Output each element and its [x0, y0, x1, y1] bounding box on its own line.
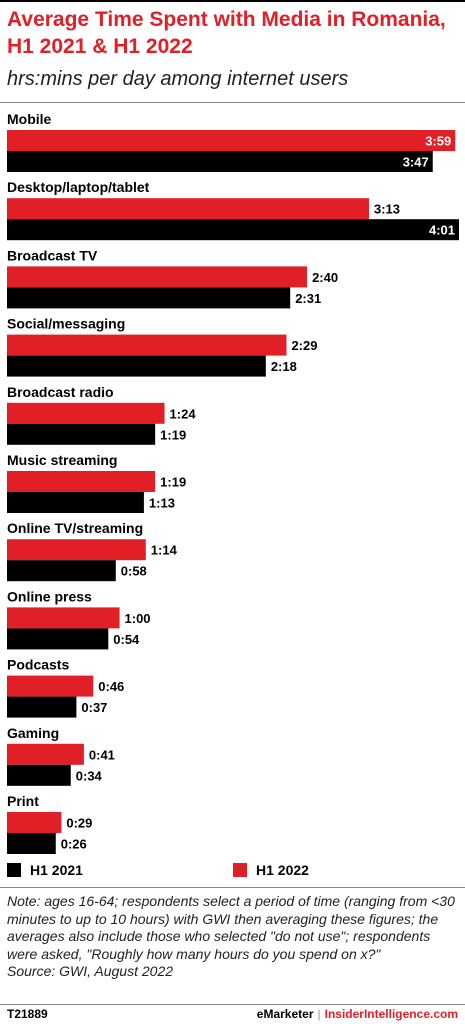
- value-label-h1-2021-print: 0:26: [61, 837, 87, 852]
- value-label-h1-2022-online-press: 1:00: [125, 611, 151, 626]
- bar-h1-2022-desktop-laptop-tablet: [7, 198, 369, 220]
- category-label-mobile: Mobile: [7, 111, 52, 127]
- bar-h1-2021-social-messaging: [7, 355, 266, 377]
- note-divider: [0, 887, 465, 888]
- footer-divider: [0, 1004, 465, 1005]
- value-label-h1-2022-gaming: 0:41: [89, 747, 115, 762]
- category-label-desktop-laptop-tablet: Desktop/laptop/tablet: [7, 179, 150, 195]
- brand-separator: |: [317, 1007, 321, 1021]
- category-label-online-press: Online press: [7, 588, 92, 604]
- bar-h1-2022-music-streaming: [7, 471, 156, 492]
- bar-h1-2021-print: [7, 833, 56, 854]
- value-label-h1-2022-podcasts: 0:46: [98, 679, 124, 694]
- bar-h1-2021-mobile: [7, 151, 433, 172]
- source-text: Source: GWI, August 2022: [7, 963, 174, 979]
- value-label-h1-2022-mobile: 3:59: [425, 134, 451, 149]
- value-label-h1-2021-broadcast-tv: 2:31: [295, 291, 321, 306]
- bar-h1-2021-podcasts: [7, 696, 77, 718]
- value-label-h1-2022-music-streaming: 1:19: [160, 475, 186, 490]
- category-label-print: Print: [7, 793, 39, 809]
- value-label-h1-2021-desktop-laptop-tablet: 4:01: [429, 223, 455, 238]
- legend-item-h1-2022: H1 2022: [233, 862, 309, 878]
- value-label-h1-2021-online-press: 0:54: [113, 632, 140, 647]
- bar-h1-2021-music-streaming: [7, 492, 144, 513]
- bar-h1-2022-online-press: [7, 607, 120, 629]
- category-label-music-streaming: Music streaming: [7, 452, 117, 468]
- bar-h1-2021-online-tv-streaming: [7, 560, 116, 582]
- bar-h1-2021-broadcast-tv: [7, 287, 291, 309]
- bar-h1-2022-podcasts: [7, 675, 94, 697]
- value-label-h1-2021-online-tv-streaming: 0:58: [121, 564, 147, 579]
- bar-h1-2022-mobile: [7, 130, 456, 151]
- bar-h1-2021-online-press: [7, 628, 109, 650]
- category-label-broadcast-radio: Broadcast radio: [7, 384, 114, 400]
- bar-h1-2022-online-tv-streaming: [7, 539, 146, 561]
- bar-h1-2022-print: [7, 812, 62, 833]
- legend-label-h1-2022: H1 2022: [256, 862, 309, 878]
- note-text: Note: ages 16-64; respondents select a p…: [7, 893, 455, 962]
- chart-subtitle: hrs:mins per day among internet users: [7, 68, 349, 90]
- chart-id: T21889: [7, 1007, 48, 1021]
- legend-item-h1-2021: H1 2021: [7, 862, 83, 878]
- top-rule: [0, 0, 465, 2]
- category-label-gaming: Gaming: [7, 725, 59, 741]
- chart-note: Note: ages 16-64; respondents select a p…: [7, 893, 457, 981]
- bar-h1-2022-broadcast-tv: [7, 266, 308, 288]
- bar-h1-2022-social-messaging: [7, 334, 287, 356]
- value-label-h1-2022-print: 0:29: [66, 816, 92, 831]
- value-label-h1-2021-broadcast-radio: 1:19: [160, 427, 186, 442]
- value-label-h1-2021-social-messaging: 2:18: [271, 359, 297, 374]
- value-label-h1-2021-gaming: 0:34: [76, 768, 103, 783]
- value-label-h1-2021-podcasts: 0:37: [81, 700, 107, 715]
- category-label-online-tv-streaming: Online TV/streaming: [7, 520, 143, 536]
- bar-h1-2021-gaming: [7, 764, 71, 786]
- bar-h1-2022-gaming: [7, 743, 84, 765]
- brand-emarketer: eMarketer: [256, 1007, 314, 1021]
- chart-title: Average Time Spent with Media in Romania…: [7, 8, 446, 58]
- brand-insider-intelligence: InsiderIntelligence.com: [324, 1007, 458, 1021]
- value-label-h1-2022-broadcast-tv: 2:40: [312, 270, 338, 285]
- legend-swatch-h1-2022: [233, 863, 247, 877]
- value-label-h1-2022-social-messaging: 2:29: [291, 338, 317, 353]
- value-label-h1-2021-mobile: 3:47: [403, 155, 429, 170]
- bar-h1-2022-broadcast-radio: [7, 402, 165, 424]
- category-label-broadcast-tv: Broadcast TV: [7, 247, 98, 263]
- value-label-h1-2022-broadcast-radio: 1:24: [170, 406, 197, 421]
- header-divider: [0, 102, 465, 103]
- bar-h1-2021-desktop-laptop-tablet: [7, 219, 459, 241]
- value-label-h1-2021-music-streaming: 1:13: [149, 496, 175, 511]
- footer: T21889 eMarketer | InsiderIntelligence.com: [0, 1005, 465, 1023]
- category-label-podcasts: Podcasts: [7, 657, 69, 673]
- value-label-h1-2022-desktop-laptop-tablet: 3:13: [374, 202, 400, 217]
- footer-brand: eMarketer | InsiderIntelligence.com: [257, 1007, 458, 1021]
- category-label-social-messaging: Social/messaging: [7, 316, 125, 332]
- bar-h1-2021-broadcast-radio: [7, 423, 156, 445]
- legend-label-h1-2021: H1 2021: [30, 862, 83, 878]
- legend: H1 2021 H1 2022: [0, 862, 465, 882]
- bar-chart: Mobile 3:59 3:47 Desktop/laptop/tablet 3:13 4…: [7, 111, 459, 854]
- value-label-h1-2022-online-tv-streaming: 1:14: [151, 543, 178, 558]
- legend-swatch-h1-2021: [7, 863, 21, 877]
